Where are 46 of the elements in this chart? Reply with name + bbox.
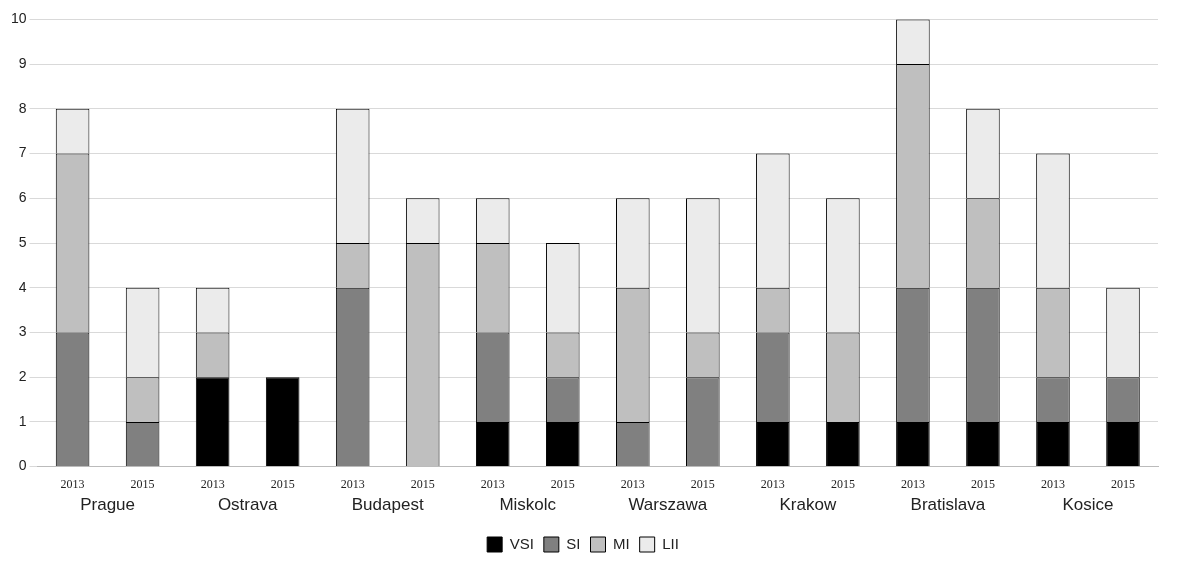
legend-label: MI <box>613 534 630 552</box>
x-tick-label: 2013 <box>200 476 225 491</box>
x-tick-label: 2013 <box>60 476 85 491</box>
y-tick-label: 10 <box>10 10 27 27</box>
x-tick-label: 2015 <box>550 476 575 491</box>
x-tick-label: 2015 <box>690 476 715 491</box>
x-tick-label: 2013 <box>1040 476 1065 491</box>
y-tick-label: 4 <box>18 278 27 295</box>
y-tick-label: 7 <box>18 144 27 161</box>
text: Prague <box>80 495 136 515</box>
bar <box>966 421 1000 467</box>
legend-label: SI <box>566 534 581 552</box>
x-tick-label: 2013 <box>900 476 925 491</box>
x-tick-label: 2013 <box>340 476 365 491</box>
x-tick-label: 2013 <box>480 476 505 491</box>
y-tick-label: 0 <box>18 457 27 474</box>
text: Warszawa <box>628 495 708 515</box>
y-tick-label: 6 <box>18 189 27 206</box>
x-tick-label: 2015 <box>970 476 995 491</box>
x-tick-label: 2015 <box>410 476 435 491</box>
bar <box>265 377 300 467</box>
text: Kosice <box>1062 495 1114 515</box>
text: Ostrava <box>217 495 278 515</box>
text: Budapest <box>351 495 424 515</box>
x-tick-label: 2015 <box>270 476 295 491</box>
x-tick-label: 2015 <box>130 476 155 491</box>
y-tick-label: 2 <box>18 368 27 385</box>
x-tick-label: 2015 <box>830 476 855 491</box>
x-tick-label: 2013 <box>760 476 785 491</box>
x-tick-label: 2013 <box>620 476 645 491</box>
y-tick-label: 1 <box>18 412 27 429</box>
text: Bratislava <box>910 495 986 515</box>
bar <box>756 421 790 467</box>
text: Krakow <box>779 495 837 515</box>
x-tick-label: 2015 <box>1110 476 1135 491</box>
bar <box>896 421 930 467</box>
bar <box>1106 421 1140 467</box>
y-tick-label: 8 <box>18 99 27 116</box>
y-tick-label: 9 <box>18 54 27 71</box>
bar <box>826 421 860 467</box>
y-tick-label: 3 <box>18 323 27 340</box>
legend-label: LII <box>662 534 679 552</box>
legend-label: VSI <box>509 534 534 552</box>
bar <box>1036 421 1070 467</box>
text: Miskolc <box>499 495 557 515</box>
y-tick-label: 5 <box>18 233 27 250</box>
